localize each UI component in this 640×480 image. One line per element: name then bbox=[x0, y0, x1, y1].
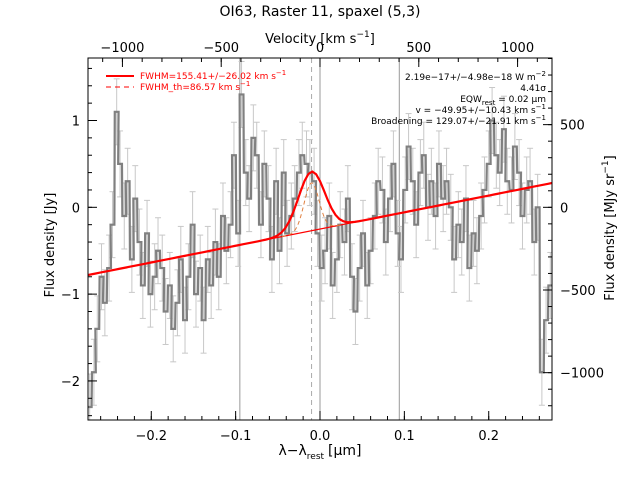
chart-title: OI63, Raster 11, spaxel (5,3) bbox=[220, 4, 421, 20]
y-axis-label-right: Flux density [MJy sr−1] bbox=[601, 155, 618, 300]
top-tick-label: 0 bbox=[316, 41, 324, 56]
plot-inner bbox=[88, 58, 552, 420]
x-axis-label-sub: rest bbox=[307, 452, 325, 462]
x-tick-label: 0.1 bbox=[394, 429, 415, 444]
x-axis-label-text: λ−λ bbox=[278, 443, 306, 459]
fit-annotation: Broadening = 129.07+/−21.91 km s−1 bbox=[371, 114, 546, 127]
x-axis-label: λ−λrest [μm] bbox=[278, 443, 361, 462]
x-tick-label: −0.1 bbox=[220, 429, 252, 444]
right-tick-label: 0 bbox=[560, 201, 568, 216]
y-axis-label-right-end: ] bbox=[603, 155, 618, 160]
y-axis-label: Flux density [Jy] bbox=[43, 193, 58, 298]
y-axis-label-right-sup: −1 bbox=[601, 160, 611, 173]
y-tick-label: −1 bbox=[61, 288, 80, 303]
right-tick-label: −500 bbox=[560, 284, 596, 299]
top-tick-label: −1000 bbox=[100, 41, 144, 56]
right-tick-label: −1000 bbox=[560, 367, 604, 382]
y-tick-label: 1 bbox=[72, 115, 80, 130]
top-tick-label: −500 bbox=[203, 41, 239, 56]
fit-annotation: 4.41σ bbox=[520, 84, 546, 94]
top-axis-label-sup: −1 bbox=[356, 30, 369, 40]
fit-annotation: EQWrest = 0.02 μm bbox=[460, 95, 546, 107]
spectrum-steps bbox=[88, 93, 552, 409]
y-axis-label-right-text: Flux density [MJy sr bbox=[603, 173, 618, 301]
top-axis-label: Velocity [km s−1] bbox=[265, 30, 375, 47]
fit-annotation: 2.19e−17+/−4.98e−18 W m−2 bbox=[405, 70, 546, 83]
x-tick-label: 0.2 bbox=[478, 429, 499, 444]
gaussian-thermal-fit bbox=[281, 182, 342, 238]
top-axis-label-text: Velocity [km s bbox=[265, 32, 357, 47]
x-axis-label-unit: [μm] bbox=[328, 443, 361, 459]
legend-label: FWHM=155.41+/−26.02 km s−1 bbox=[140, 69, 286, 82]
x-tick-label: 0.0 bbox=[310, 429, 331, 444]
plot-area: −0.2 −0.1 0.0 0.1 0.2 −1000 −500 0 500 1000 −2 −1 0 1… bbox=[61, 41, 604, 444]
fit-annotation: v = −49.95+/−10.43 km s−1 bbox=[416, 103, 547, 116]
top-tick-label: 500 bbox=[406, 41, 431, 56]
y-tick-label: −2 bbox=[61, 375, 80, 390]
right-tick-label: 500 bbox=[560, 119, 585, 134]
top-tick-label: 1000 bbox=[501, 41, 534, 56]
legend-label: FWHM_th=86.57 km s−1 bbox=[140, 80, 250, 93]
x-tick-label: −0.2 bbox=[135, 429, 167, 444]
gaussian-fit bbox=[88, 170, 552, 277]
y-tick-label: 0 bbox=[72, 201, 80, 216]
top-axis-label-end: ] bbox=[370, 32, 375, 47]
